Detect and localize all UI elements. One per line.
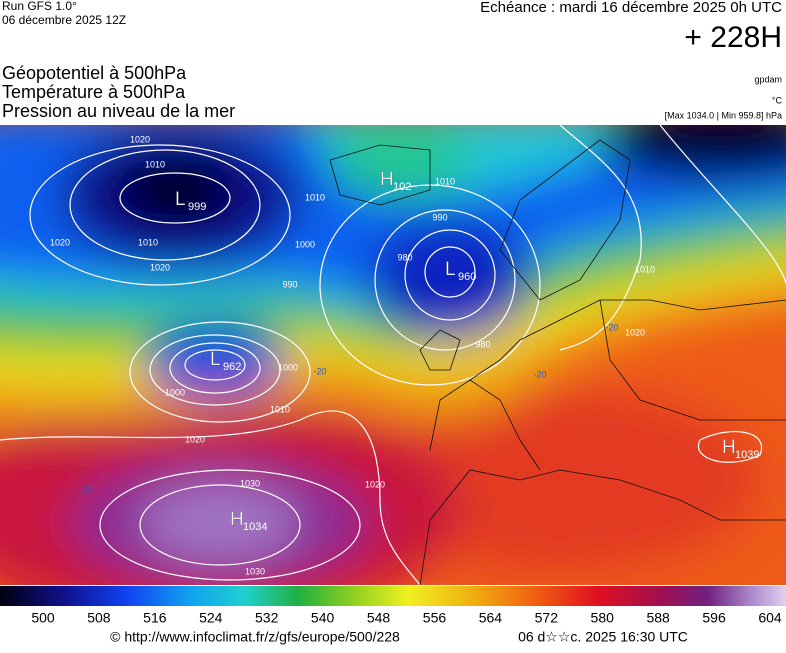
isobar-label: 1020 <box>150 262 170 272</box>
center-value: 999 <box>188 201 206 213</box>
colorbar-tick-label: 588 <box>646 610 670 626</box>
isobar-label: 1030 <box>240 478 260 488</box>
unit: gpdam <box>754 74 782 84</box>
pressure-range: [Max 1034.0 | Min 959.8] hPa <box>665 110 782 120</box>
colorbar-tick-label: 604 <box>758 610 782 626</box>
isobar-label: 1010 <box>435 176 455 186</box>
colorbar-tick-label: 500 <box>31 610 55 626</box>
colorbar-tick-label: 508 <box>87 610 111 626</box>
colorbar-tick-label: 540 <box>311 610 335 626</box>
center-letter: L <box>175 189 186 210</box>
isobar-label: 1000 <box>165 387 185 397</box>
valid-time: Echéance : mardi 16 décembre 2025 0h UTC <box>480 0 782 16</box>
source: © http://www.infoclimat.fr/z/gfs/europe/… <box>110 629 400 645</box>
isobar-label: 1020 <box>625 327 645 337</box>
center-value: 962 <box>223 361 241 373</box>
isobar-label: 1010 <box>305 192 325 202</box>
coastlines <box>329 139 786 585</box>
colorbar-tick-label: 556 <box>423 610 447 626</box>
colorbar-tick-label: 548 <box>367 610 391 626</box>
center-letter: L <box>445 259 456 280</box>
center-value: 960 <box>458 271 476 283</box>
isobar-label: 1010 <box>635 264 655 274</box>
isobar-label: 980 <box>475 339 490 349</box>
center-letter: H <box>722 437 736 458</box>
center-letter: H <box>230 509 244 530</box>
isobar-label: 1010 <box>138 237 158 247</box>
temperature-field <box>0 125 786 585</box>
colorbar-tick-label: 516 <box>143 610 167 626</box>
lead-time: + 228H <box>684 21 782 54</box>
center-value: 1039 <box>735 449 759 461</box>
isobar-label: 1010 <box>270 404 290 414</box>
colorbar-tick-label: 532 <box>255 610 279 626</box>
colorbar-tick-label: 524 <box>199 610 223 626</box>
colorbar-tick-label: 596 <box>702 610 726 626</box>
title: Température à 500hPa <box>2 82 186 102</box>
isobar-label: 1030 <box>245 566 265 576</box>
run-label: Run GFS 1.0° <box>2 0 77 13</box>
isobar-label: 1000 <box>278 362 298 372</box>
map-field <box>0 125 786 585</box>
temperature-label: -20 <box>313 366 326 376</box>
colorbar-tick-label: 564 <box>479 610 503 626</box>
colorbar-tick-label: 580 <box>591 610 615 626</box>
temperature-label: -10 <box>78 484 91 494</box>
isobar-label: 1020 <box>365 479 385 489</box>
temperature-label: -20 <box>533 369 546 379</box>
colorbar-tick-label: 572 <box>535 610 559 626</box>
isobar-label: 990 <box>432 212 447 222</box>
isobar-label: 980 <box>397 252 412 262</box>
isobar-label: 1010 <box>145 159 165 169</box>
center-value: 102 <box>393 181 411 193</box>
title: Géopotentiel à 500hPa <box>2 63 187 83</box>
isobars <box>0 125 786 585</box>
timestamp: 06 d☆☆c. 2025 16:30 UTC <box>518 629 688 645</box>
center-value: 1034 <box>243 521 267 533</box>
unit: °C <box>772 95 783 105</box>
isobar-label: 1020 <box>130 134 150 144</box>
temperature-label: -20 <box>605 322 618 332</box>
center-letter: L <box>210 349 221 370</box>
title: Pression au niveau de la mer <box>2 101 235 121</box>
isobar-label: 1020 <box>50 237 70 247</box>
colorbar <box>0 586 786 606</box>
isobar-label: 990 <box>282 279 297 289</box>
isobar-label: 1000 <box>295 239 315 249</box>
run-date: 06 décembre 2025 12Z <box>2 13 126 27</box>
center-letter: H <box>380 169 394 190</box>
isobar-label: 1020 <box>185 434 205 444</box>
